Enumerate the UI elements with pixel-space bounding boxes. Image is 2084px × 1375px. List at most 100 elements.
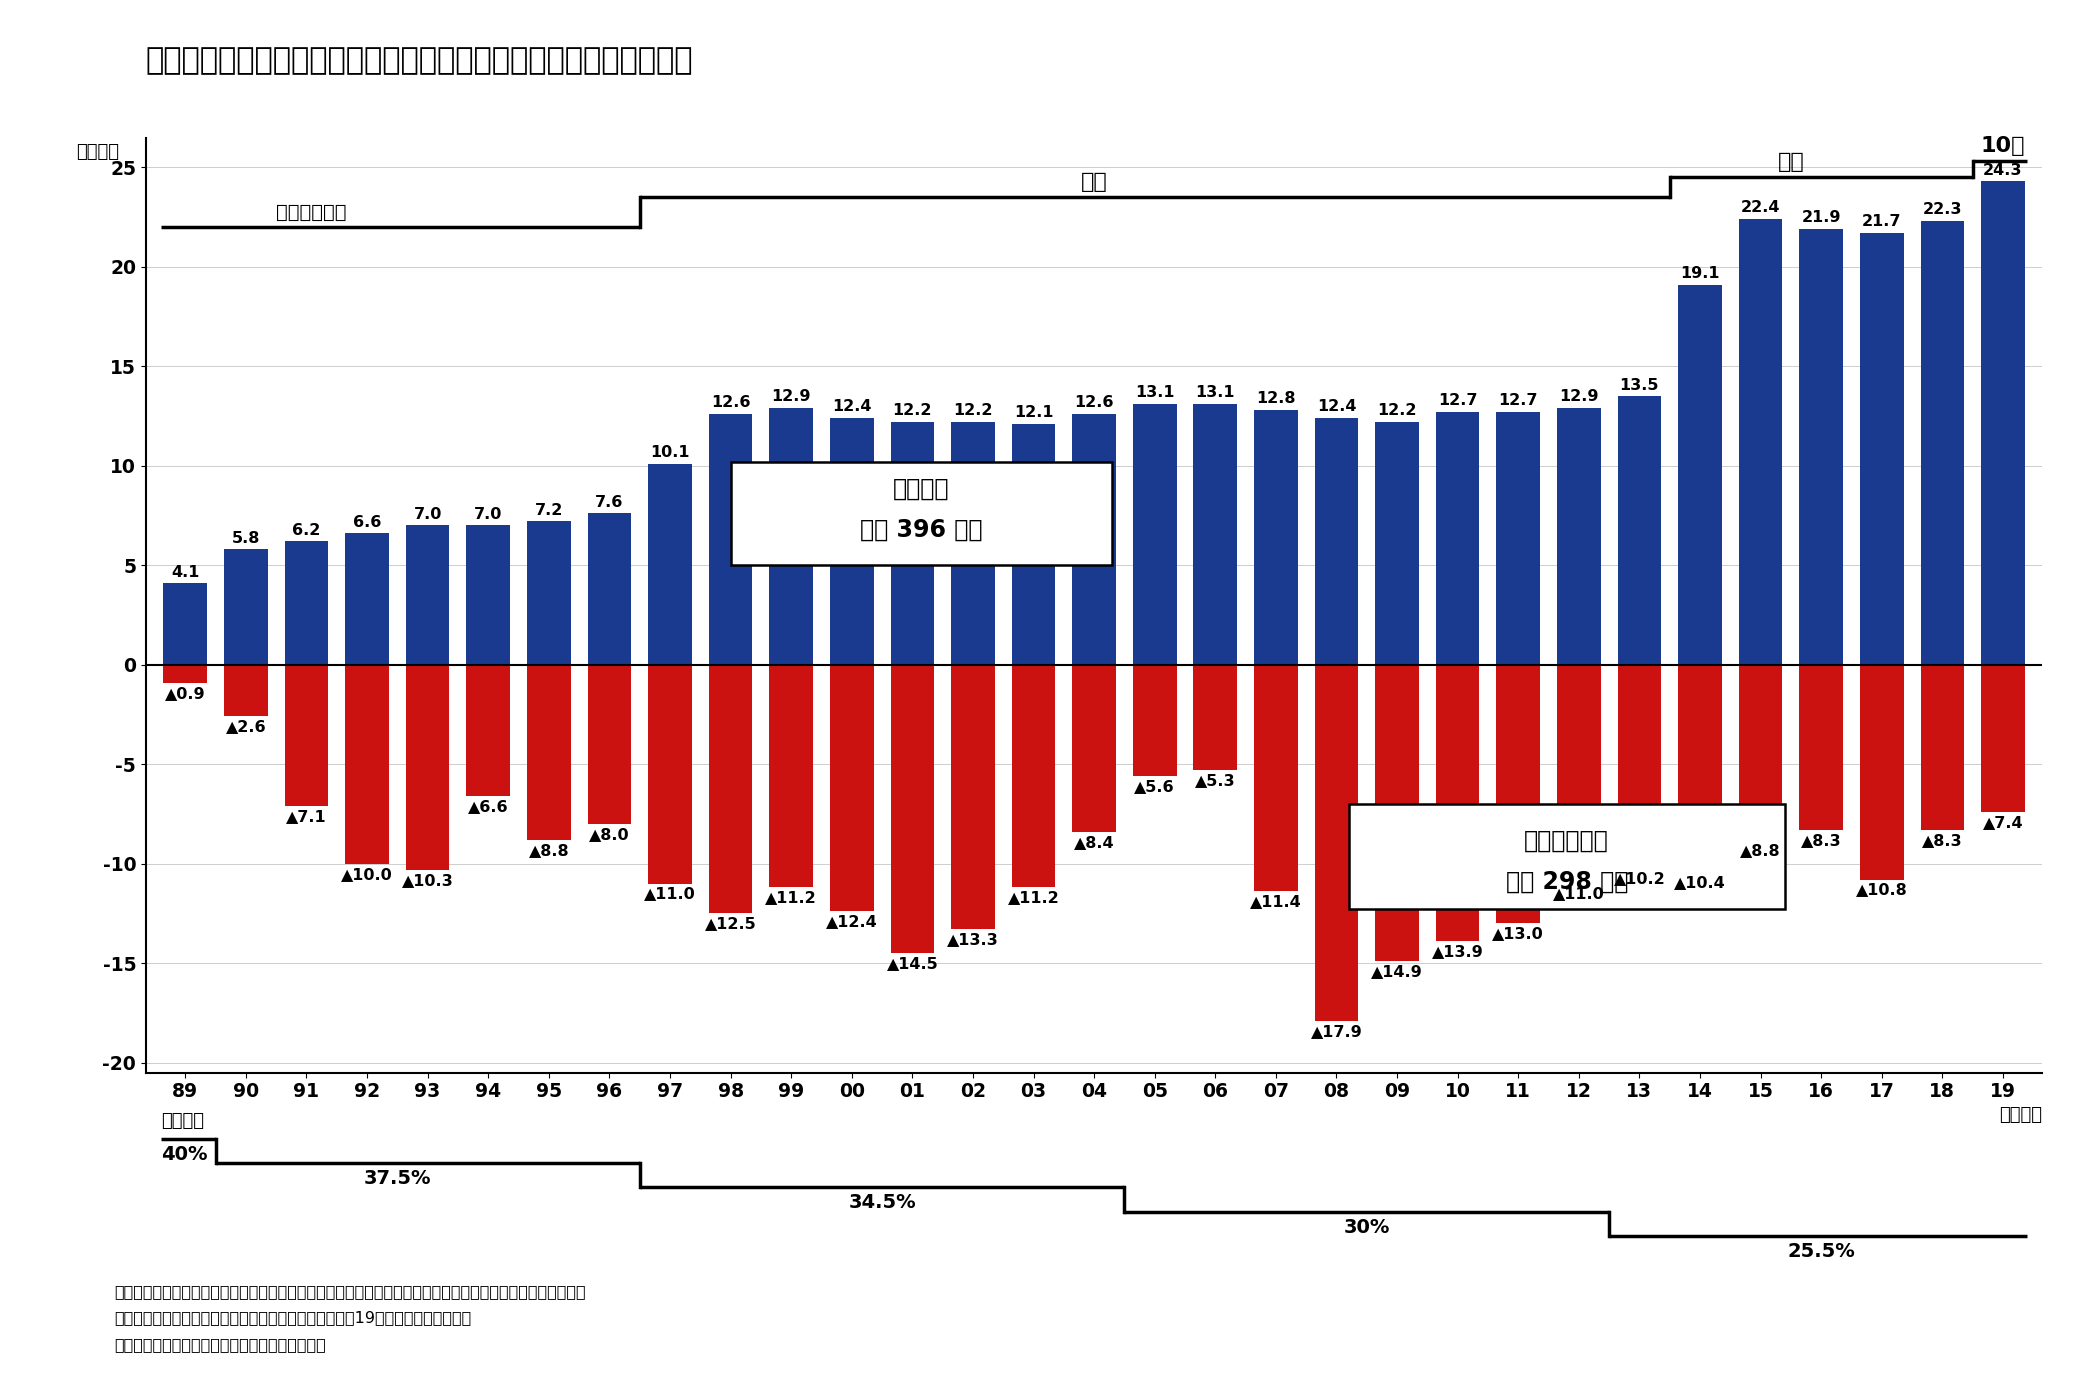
Bar bbox=[1436, 412, 1480, 664]
Text: 13.1: 13.1 bbox=[1196, 385, 1236, 400]
Text: 法人税率: 法人税率 bbox=[160, 1112, 204, 1130]
Text: ▲10.3: ▲10.3 bbox=[402, 873, 454, 888]
Bar bbox=[890, 664, 934, 953]
Bar bbox=[950, 422, 994, 664]
Text: ▲13.3: ▲13.3 bbox=[946, 932, 998, 947]
Text: 34.5%: 34.5% bbox=[848, 1194, 915, 1213]
Bar bbox=[1436, 664, 1480, 942]
FancyBboxPatch shape bbox=[1348, 804, 1784, 909]
Bar bbox=[1921, 221, 1963, 664]
Bar bbox=[1315, 418, 1359, 664]
Bar bbox=[1617, 664, 1661, 868]
Text: ▲2.6: ▲2.6 bbox=[225, 719, 267, 734]
Text: 13.1: 13.1 bbox=[1136, 385, 1175, 400]
Text: （年度）: （年度） bbox=[1999, 1106, 2042, 1123]
Bar bbox=[1617, 396, 1661, 664]
Text: 40%: 40% bbox=[160, 1145, 208, 1165]
Text: ▲13.9: ▲13.9 bbox=[1432, 945, 1484, 960]
Bar bbox=[709, 414, 752, 664]
Text: 21.7: 21.7 bbox=[1861, 214, 1901, 230]
Bar bbox=[406, 525, 450, 664]
Bar bbox=[225, 664, 267, 716]
Bar bbox=[1011, 424, 1055, 664]
Bar bbox=[527, 521, 571, 664]
Text: 24.3: 24.3 bbox=[1984, 162, 2024, 177]
Text: ８％: ８％ bbox=[1778, 153, 1805, 172]
Text: ▲10.0: ▲10.0 bbox=[342, 866, 394, 881]
Bar bbox=[1134, 664, 1177, 776]
Text: 累計 396 兆円: 累計 396 兆円 bbox=[861, 517, 984, 542]
Text: ▲8.4: ▲8.4 bbox=[1073, 835, 1115, 850]
Text: 12.9: 12.9 bbox=[771, 389, 811, 404]
Bar bbox=[1859, 232, 1903, 664]
Bar bbox=[225, 549, 267, 664]
Text: 22.4: 22.4 bbox=[1740, 201, 1780, 216]
Text: 7.6: 7.6 bbox=[596, 495, 623, 510]
Bar bbox=[1315, 664, 1359, 1020]
Text: ▲13.0: ▲13.0 bbox=[1492, 927, 1544, 942]
Bar bbox=[1738, 664, 1782, 840]
Bar bbox=[1134, 404, 1177, 664]
Text: ▲11.4: ▲11.4 bbox=[1250, 895, 1302, 909]
Text: ▲10.4: ▲10.4 bbox=[1673, 874, 1726, 890]
Text: 消費税収: 消費税収 bbox=[894, 477, 950, 500]
Bar bbox=[527, 664, 571, 840]
Bar bbox=[1073, 414, 1115, 664]
Bar bbox=[1982, 182, 2026, 664]
Text: 22.3: 22.3 bbox=[1924, 202, 1963, 217]
Text: ▲8.3: ▲8.3 bbox=[1801, 833, 1842, 848]
Text: ▲8.0: ▲8.0 bbox=[590, 826, 629, 842]
Bar bbox=[1921, 664, 1963, 829]
Text: ▲14.5: ▲14.5 bbox=[886, 956, 938, 971]
Bar bbox=[1982, 664, 2026, 811]
Text: ▲11.0: ▲11.0 bbox=[644, 887, 696, 902]
Text: ▲14.9: ▲14.9 bbox=[1371, 964, 1423, 979]
Bar bbox=[1255, 664, 1298, 891]
Text: 21.9: 21.9 bbox=[1801, 210, 1840, 226]
Bar bbox=[709, 664, 752, 913]
Text: 累計 298 兆円: 累計 298 兆円 bbox=[1505, 869, 1628, 894]
Text: 12.8: 12.8 bbox=[1257, 392, 1296, 407]
Text: 消費税率３％: 消費税率３％ bbox=[277, 204, 346, 221]
Bar bbox=[346, 534, 390, 664]
Bar bbox=[286, 664, 329, 806]
Bar bbox=[163, 664, 206, 682]
Bar bbox=[890, 422, 934, 664]
Bar bbox=[1194, 404, 1238, 664]
Bar bbox=[1255, 410, 1298, 664]
Text: （兆円）: （兆円） bbox=[77, 143, 119, 161]
Bar bbox=[286, 542, 329, 664]
Text: ▲8.3: ▲8.3 bbox=[1921, 833, 1963, 848]
Text: 13.5: 13.5 bbox=[1619, 378, 1659, 392]
Text: 19.1: 19.1 bbox=[1680, 267, 1719, 280]
Bar bbox=[1557, 664, 1601, 884]
Bar bbox=[829, 418, 873, 664]
Bar bbox=[1678, 285, 1721, 664]
Text: 消費税は地方分（地方消費税、消費譲与税）を含む。法人３税には法人税、法人住民税、法人事業税のほか、: 消費税は地方分（地方消費税、消費譲与税）を含む。法人３税には法人税、法人住民税、… bbox=[115, 1284, 586, 1299]
Text: 12.6: 12.6 bbox=[711, 396, 750, 411]
Bar bbox=[1859, 664, 1903, 880]
Text: 12.7: 12.7 bbox=[1438, 393, 1478, 408]
Text: ▲6.6: ▲6.6 bbox=[469, 799, 508, 814]
Text: ▲10.8: ▲10.8 bbox=[1857, 883, 1907, 898]
Bar bbox=[648, 664, 692, 884]
Text: 12.7: 12.7 bbox=[1498, 393, 1538, 408]
Bar bbox=[1678, 664, 1721, 872]
Bar bbox=[1375, 664, 1419, 961]
Text: 12.9: 12.9 bbox=[1559, 389, 1598, 404]
Bar bbox=[163, 583, 206, 664]
Bar bbox=[769, 664, 813, 887]
Text: ▲5.6: ▲5.6 bbox=[1134, 780, 1175, 795]
Text: 5.8: 5.8 bbox=[231, 531, 260, 546]
Bar bbox=[1496, 412, 1540, 664]
Text: 法人税の減収: 法人税の減収 bbox=[1523, 829, 1609, 852]
Text: 37.5%: 37.5% bbox=[363, 1169, 431, 1188]
Text: ▲11.2: ▲11.2 bbox=[1009, 891, 1059, 906]
Text: 12.4: 12.4 bbox=[832, 399, 871, 414]
Text: ▲7.4: ▲7.4 bbox=[1982, 815, 2024, 830]
Text: 6.6: 6.6 bbox=[352, 514, 381, 529]
Text: 12.4: 12.4 bbox=[1317, 399, 1357, 414]
Text: ▲8.8: ▲8.8 bbox=[529, 843, 569, 858]
Text: 12.2: 12.2 bbox=[952, 403, 992, 418]
Text: 7.0: 7.0 bbox=[413, 507, 442, 522]
